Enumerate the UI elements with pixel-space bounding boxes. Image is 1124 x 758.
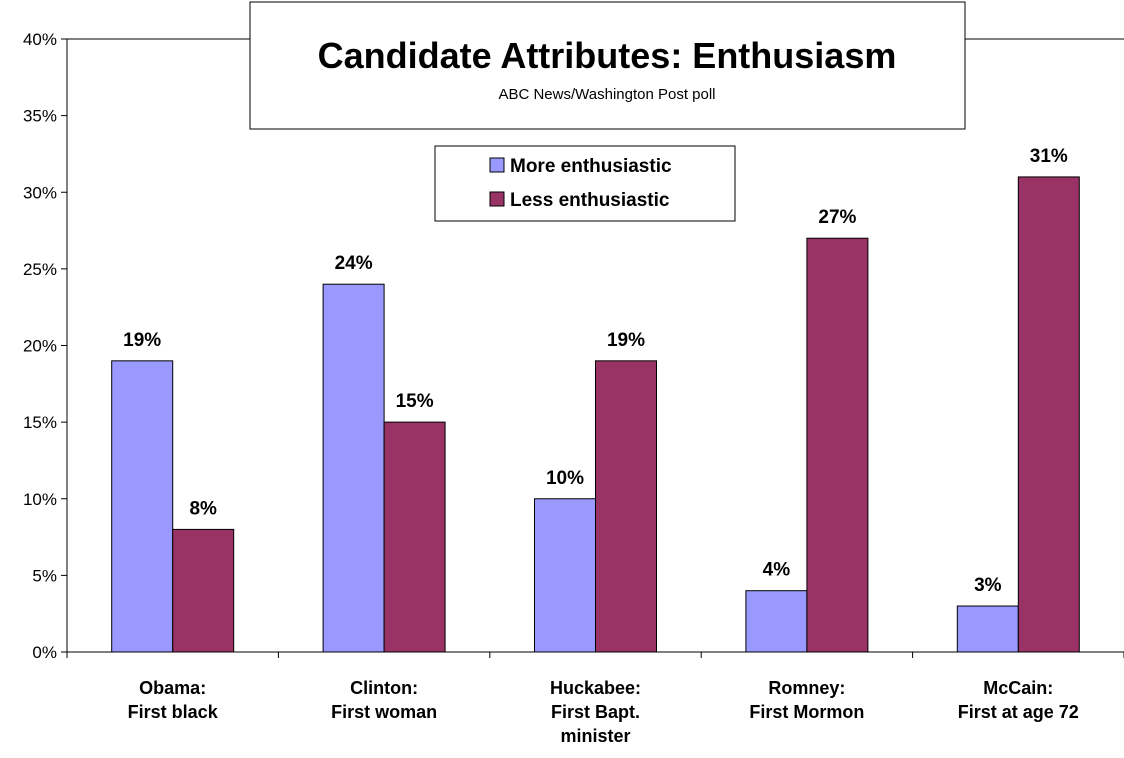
y-tick-label: 40% bbox=[23, 30, 57, 49]
bar bbox=[956, 605, 1019, 653]
data-label: 31% bbox=[1030, 146, 1068, 167]
data-label: 24% bbox=[335, 253, 373, 274]
legend-swatch bbox=[489, 157, 505, 173]
data-label: 3% bbox=[974, 575, 1002, 596]
bar bbox=[111, 360, 174, 653]
y-tick-label: 15% bbox=[23, 413, 57, 432]
x-category-label-line: First Bapt. bbox=[551, 702, 640, 722]
bar bbox=[322, 283, 385, 653]
bar bbox=[595, 360, 657, 653]
x-category-label-line: First at age 72 bbox=[958, 702, 1079, 722]
x-category-label-line: minister bbox=[560, 726, 630, 746]
legend: More enthusiastic Less enthusiastic bbox=[434, 145, 736, 222]
x-category-label: Clinton: First woman bbox=[331, 678, 437, 722]
y-tick-label: 0% bbox=[32, 643, 57, 662]
data-label: 15% bbox=[396, 391, 434, 412]
legend-label: More enthusiastic bbox=[510, 156, 672, 177]
y-tick-label: 35% bbox=[23, 107, 57, 126]
x-category-label-line: McCain: bbox=[983, 678, 1053, 698]
y-tick-label: 30% bbox=[23, 183, 57, 202]
x-category-label: Obama: First black bbox=[128, 678, 219, 722]
legend-swatch bbox=[489, 191, 505, 207]
x-category-label: McCain: First at age 72 bbox=[958, 678, 1079, 722]
bar bbox=[1017, 176, 1080, 653]
data-label: 8% bbox=[189, 498, 217, 519]
bar bbox=[534, 498, 596, 653]
legend-frame bbox=[434, 145, 736, 222]
data-labels: 19% 8% 24% 15% 10% 19% 4% 27% 3% 31% bbox=[123, 146, 1068, 596]
data-label: 10% bbox=[546, 468, 584, 489]
x-category-label-line: Huckabee: bbox=[550, 678, 641, 698]
x-category-label: Huckabee: First Bapt. minister bbox=[550, 678, 641, 746]
x-category-label-line: Romney: bbox=[768, 678, 845, 698]
axes: 0% 5% 10% 15% 20% 25% 30% 35% 40% Obama: First bla… bbox=[23, 30, 1124, 746]
bar bbox=[745, 590, 808, 653]
x-category-label-line: Clinton: bbox=[350, 678, 418, 698]
data-label: 27% bbox=[818, 207, 856, 228]
y-tick-label: 20% bbox=[23, 337, 57, 356]
x-category-label-line: First Mormon bbox=[749, 702, 864, 722]
y-tick-label: 10% bbox=[23, 490, 57, 509]
legend-label: Less enthusiastic bbox=[510, 190, 670, 211]
title-frame bbox=[249, 1, 966, 130]
x-category-label-line: First black bbox=[128, 702, 219, 722]
data-label: 19% bbox=[123, 330, 161, 351]
bar bbox=[172, 528, 235, 653]
x-category-label: Romney: First Mormon bbox=[749, 678, 864, 722]
x-category-label-line: Obama: bbox=[139, 678, 206, 698]
chart-title: Candidate Attributes: Enthusiasm bbox=[318, 35, 897, 76]
y-tick-label: 5% bbox=[32, 566, 57, 585]
bar bbox=[383, 421, 446, 653]
y-tick-label: 25% bbox=[23, 260, 57, 279]
bars bbox=[111, 176, 1080, 653]
data-label: 19% bbox=[607, 330, 645, 351]
title-box: Candidate Attributes: Enthusiasm ABC New… bbox=[249, 1, 966, 130]
bar bbox=[806, 237, 869, 653]
chart-subtitle: ABC News/Washington Post poll bbox=[498, 86, 715, 103]
data-label: 4% bbox=[763, 560, 791, 581]
x-category-label-line: First woman bbox=[331, 702, 437, 722]
